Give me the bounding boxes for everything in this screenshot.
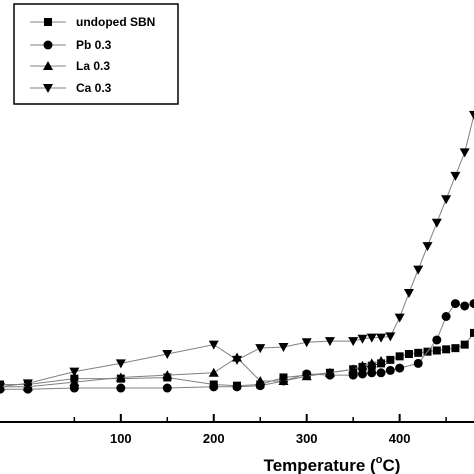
data-point-triangle-down [403, 289, 414, 299]
legend-item-undoped-sbn: undoped SBN [30, 15, 155, 29]
data-point-triangle-down [301, 338, 312, 348]
data-point-triangle-up [366, 358, 377, 368]
data-point-circle [450, 299, 460, 309]
data-point-triangle-up [348, 364, 359, 374]
data-point-triangle-down [232, 355, 242, 365]
data-point-circle [469, 299, 474, 309]
data-point-square [395, 352, 404, 361]
series-layer [0, 110, 474, 394]
data-point-square [432, 346, 441, 355]
data-point-square [414, 348, 423, 357]
data-point-triangle-down [357, 334, 368, 344]
x-axis-title-degree: o [376, 454, 383, 466]
data-point-triangle-down [278, 342, 289, 352]
data-point-square [470, 328, 474, 337]
legend-label-la: La 0.3 [76, 59, 110, 73]
data-point-triangle-up [357, 360, 368, 370]
data-point-circle [385, 365, 395, 375]
data-point-circle [209, 382, 219, 392]
x-axis: 100 200 300 400 Temperature (oC) [0, 414, 474, 474]
legend-label-pb: Pb 0.3 [76, 38, 112, 52]
data-point-triangle-up [278, 375, 289, 385]
data-point-triangle-down [450, 171, 461, 181]
data-point-triangle-down [208, 340, 219, 350]
data-point-circle [376, 368, 386, 378]
x-ticks: 100 200 300 400 [73, 414, 447, 446]
data-point-triangle-down [324, 337, 335, 347]
legend-circle-marker [43, 40, 53, 50]
data-point-triangle-down [413, 265, 424, 275]
legend-triangle-up-marker [43, 61, 53, 70]
x-tick-label: 100 [110, 431, 132, 446]
data-point-triangle-up [324, 367, 335, 377]
data-point-circle [357, 369, 367, 379]
data-point-triangle-down [348, 337, 359, 347]
data-point-triangle-down [255, 344, 266, 354]
series-line [0, 356, 382, 388]
data-point-triangle-down [376, 333, 387, 343]
data-point-triangle-up [208, 367, 219, 377]
legend-triangle-down-marker [43, 84, 53, 93]
x-tick-label: 200 [203, 431, 225, 446]
data-point-circle [395, 363, 405, 373]
series-la-0-3 [0, 352, 387, 391]
legend-square-marker [44, 18, 52, 26]
data-point-triangle-down [0, 382, 5, 392]
data-point-triangle-down [459, 148, 470, 158]
data-point-circle [432, 335, 442, 345]
data-point-circle [162, 383, 172, 393]
x-tick-label: 300 [296, 431, 318, 446]
data-point-triangle-up [162, 370, 173, 380]
data-point-circle [413, 358, 423, 368]
data-point-triangle-down [385, 332, 396, 342]
legend-label-ca: Ca 0.3 [76, 81, 112, 95]
legend-box [13, 3, 179, 105]
data-point-triangle-down [422, 242, 433, 252]
data-point-circle [116, 383, 126, 393]
data-point-triangle-down [469, 110, 474, 120]
data-point-triangle-down [162, 350, 173, 360]
data-point-circle [232, 382, 242, 392]
data-point-square [451, 344, 460, 353]
data-point-circle [460, 301, 470, 311]
x-axis-title-main: Temperature ( [264, 456, 376, 474]
data-point-triangle-down [431, 218, 442, 228]
legend-item-la: La 0.3 [30, 59, 110, 73]
data-point-triangle-down [115, 359, 126, 369]
data-point-square [460, 340, 469, 349]
legend: undoped SBN Pb 0.3 La 0.3 Ca 0.3 [13, 3, 179, 105]
data-point-circle [367, 368, 377, 378]
x-axis-title-end: C) [382, 456, 400, 474]
x-tick-label: 400 [389, 431, 411, 446]
data-point-triangle-down [366, 333, 377, 343]
data-point-square [404, 350, 413, 359]
data-point-triangle-down [22, 379, 33, 389]
legend-item-ca: Ca 0.3 [30, 81, 112, 95]
data-point-square [442, 345, 451, 354]
data-point-triangle-up [115, 372, 126, 382]
data-point-triangle-down [69, 367, 80, 377]
data-point-square [386, 355, 395, 364]
data-point-triangle-down [394, 313, 405, 323]
legend-label-undoped-sbn: undoped SBN [76, 15, 155, 29]
data-point-triangle-up [255, 375, 266, 385]
x-axis-title: Temperature (oC) [264, 454, 401, 474]
data-point-triangle-down [441, 195, 452, 205]
data-point-triangle-up [376, 356, 387, 366]
data-point-circle [441, 312, 451, 321]
legend-item-pb: Pb 0.3 [30, 38, 112, 52]
data-point-triangle-up [301, 371, 312, 381]
data-point-triangle-up [69, 377, 80, 387]
series-line [0, 114, 474, 388]
series-ca-0-3 [0, 110, 474, 392]
